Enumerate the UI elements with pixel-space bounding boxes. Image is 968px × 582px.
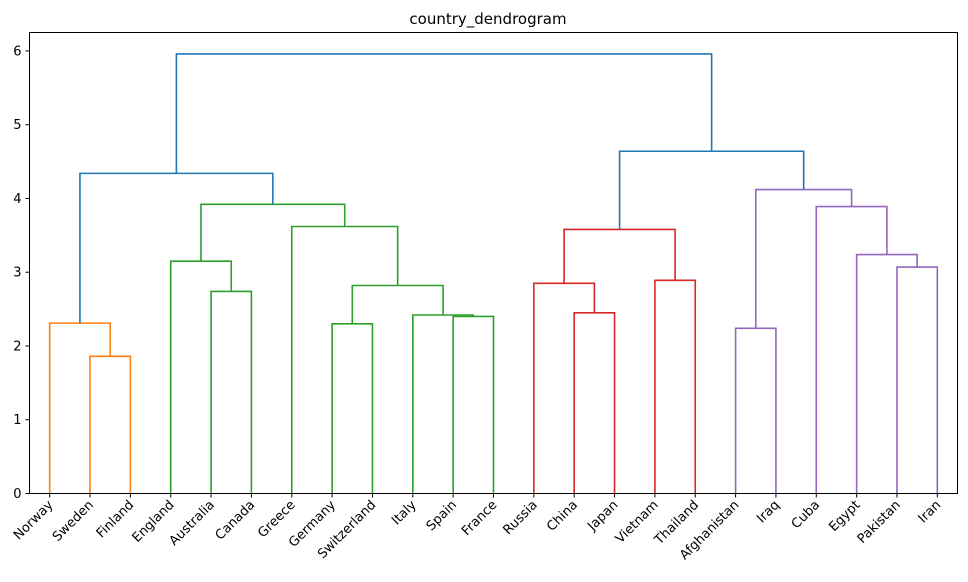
leaf-label-russia: Russia	[501, 498, 541, 538]
y-tick-label: 6	[13, 44, 21, 59]
chart-title: country_dendrogram	[409, 10, 566, 29]
leaf-label-canada: Canada	[213, 498, 259, 544]
dendrogram-link-n12	[573, 311, 616, 494]
leaf-label-iraq: Iraq	[754, 498, 783, 527]
dendrogram-link-n18	[855, 253, 918, 494]
dendrogram-link-n10	[200, 203, 346, 262]
leaf-label-china: China	[544, 498, 581, 535]
dendrogram-link-n21	[618, 150, 805, 230]
dendrogram-links	[48, 53, 939, 494]
leaf-label-france: France	[459, 498, 500, 539]
y-tick-label: 5	[13, 118, 21, 133]
leaf-label-egypt: Egypt	[826, 498, 863, 535]
dendrogram-link-n14	[654, 279, 697, 494]
dendrogram-link-n19	[815, 205, 888, 494]
dendrogram-link-n15	[563, 228, 676, 284]
dendrogram-link-n16	[734, 327, 777, 494]
dendrogram-link-n1	[89, 355, 132, 494]
leaf-label-cuba: Cuba	[789, 498, 823, 532]
leaf-label-sweden: Sweden	[50, 498, 97, 545]
dendrogram-link-n6	[452, 315, 495, 494]
y-tick-label: 4	[13, 192, 21, 207]
leaf-label-norway: Norway	[11, 498, 57, 544]
leaf-label-pakistan: Pakistan	[855, 498, 904, 547]
x-axis: NorwaySwedenFinlandEnglandAustraliaCanad…	[11, 493, 945, 563]
dendrogram-link-n11	[79, 172, 274, 324]
y-axis: 0 1 2 3 4 5 6	[13, 44, 30, 502]
dendrogram-link-n9	[290, 225, 399, 494]
dendrogram-link-n7	[412, 314, 475, 494]
dendrogram-link-n8	[351, 284, 444, 324]
dendrogram-link-n3	[210, 290, 253, 494]
dendrogram-link-n5	[331, 323, 374, 494]
dendrogram-link-n4	[169, 260, 233, 494]
dendrogram-link-n17	[896, 266, 939, 494]
leaf-label-iran: Iran	[916, 498, 945, 527]
y-tick-label: 1	[13, 413, 21, 428]
dendrogram-link-n22	[175, 53, 713, 174]
leaf-label-spain: Spain	[424, 498, 460, 534]
dendrogram-link-n20	[754, 188, 853, 329]
dendrogram-link-n2	[48, 322, 111, 494]
leaf-label-italy: Italy	[389, 498, 420, 529]
y-tick-label: 2	[13, 339, 21, 354]
y-tick-label: 0	[13, 487, 21, 502]
y-tick-label: 3	[13, 266, 21, 281]
leaf-label-japan: Japan	[584, 498, 621, 535]
dendrogram-link-n13	[533, 282, 596, 494]
